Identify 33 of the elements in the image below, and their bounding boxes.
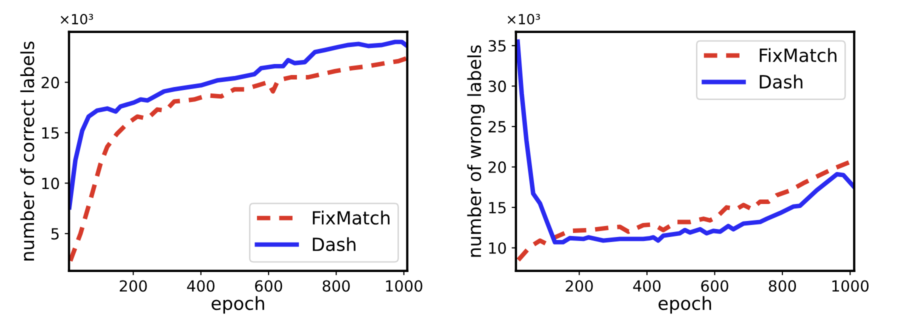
line-series xyxy=(69,40,408,210)
x-axis-title: epoch xyxy=(212,296,264,314)
y-tick-label: 15 xyxy=(42,127,59,139)
x-tick-label: 800 xyxy=(768,280,796,292)
x-tick-label: 600 xyxy=(701,280,728,292)
y-tick-label: 15 xyxy=(489,202,506,214)
y-tick-label: 35 xyxy=(488,40,506,52)
y-tick-label: 20 xyxy=(488,161,506,173)
x-tick-label: 1000 xyxy=(386,280,422,292)
x-tick-label: 400 xyxy=(187,280,214,292)
x-tick-label: 200 xyxy=(120,280,147,292)
legend-label: Dash xyxy=(760,74,802,89)
legend-label: FixMatch xyxy=(312,210,390,225)
x-tick-label: 800 xyxy=(322,280,350,292)
legend-label: FixMatch xyxy=(760,48,836,62)
legend-label: Dash xyxy=(312,237,356,252)
line-series xyxy=(69,56,408,264)
line-series xyxy=(516,39,854,244)
y-tick-label: 5 xyxy=(51,228,59,240)
y-axis-title: number of wrong labels xyxy=(467,45,485,257)
x-tick-label: 1000 xyxy=(832,280,869,292)
y-tick-label: 25 xyxy=(488,120,506,133)
text: ×10³ xyxy=(508,14,540,24)
y-tick-label: 30 xyxy=(488,80,506,92)
y-tick-label: 10 xyxy=(489,242,506,254)
y-axis-title: number of correct labels xyxy=(20,42,34,260)
x-tick-label: 600 xyxy=(255,280,282,292)
text: ×10³ xyxy=(60,14,94,24)
y-tick-label: 10 xyxy=(42,178,59,190)
y-tick-label: 20 xyxy=(42,76,59,88)
x-tick-label: 200 xyxy=(566,280,593,292)
x-axis-title: epoch xyxy=(658,296,712,314)
x-tick-label: 400 xyxy=(633,280,661,292)
